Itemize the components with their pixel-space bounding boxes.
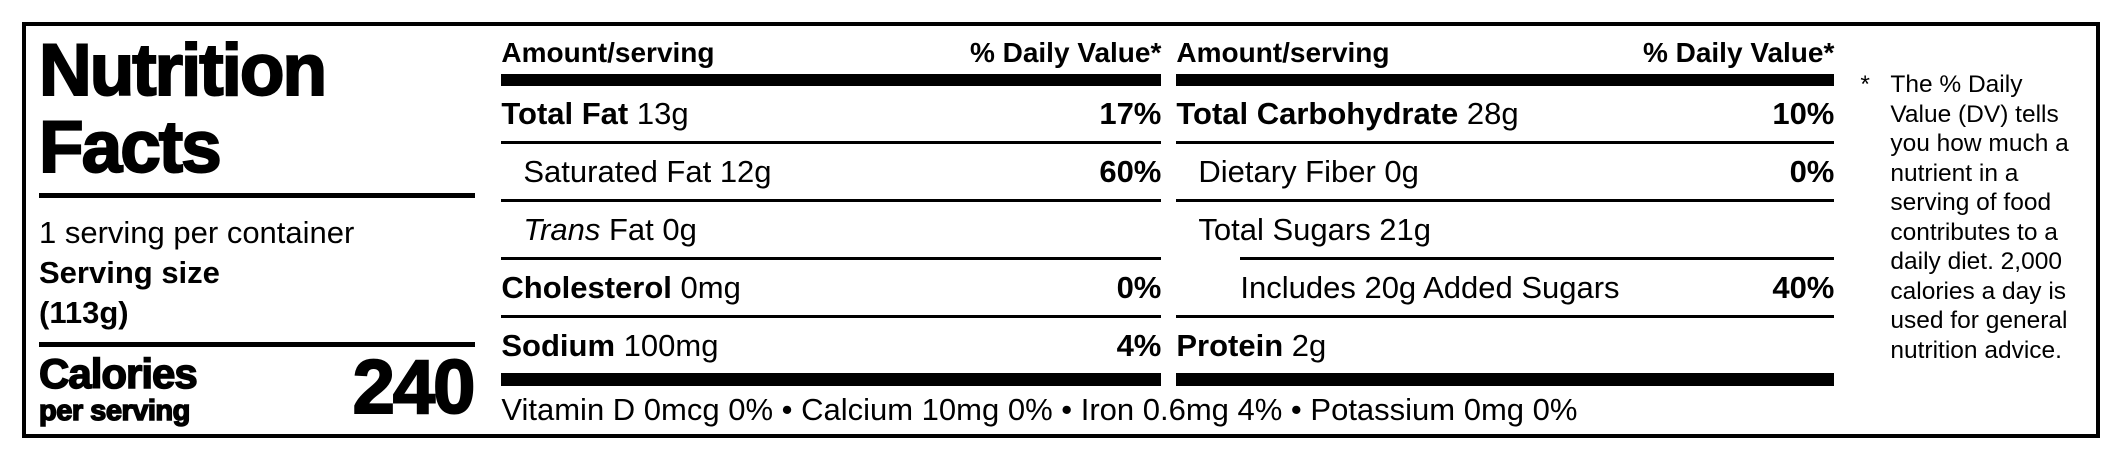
daily-value: 60% <box>1099 153 1162 189</box>
calories-row: Calories per serving 240 <box>38 345 477 430</box>
row-protein: Protein 2g <box>1176 327 1327 363</box>
row-trans-fat: Trans Fat 0g <box>523 211 697 247</box>
divider <box>1176 199 1835 202</box>
daily-value-header: % Daily Value* <box>1642 37 1835 68</box>
column-header: Amount/serving % Daily Value* <box>1176 26 1834 74</box>
nutrient-columns: Amount/serving % Daily Value* Total Fat … <box>501 26 1835 434</box>
divider <box>501 199 1162 202</box>
row-total-fat: Total Fat 13g 17% <box>501 95 1162 131</box>
divider <box>501 315 1162 318</box>
daily-value: 0% <box>1116 269 1162 305</box>
daily-value: 0% <box>1789 153 1835 189</box>
servings-per-container: 1 serving per container <box>39 215 355 250</box>
nutrient-column-left: Amount/serving % Daily Value* Total Fat … <box>501 26 1162 386</box>
daily-value: 10% <box>1772 95 1835 131</box>
calories-value: 240 <box>352 345 477 430</box>
label-title: Nutrition Facts <box>38 30 475 188</box>
daily-value: 40% <box>1772 269 1835 305</box>
divider-thick <box>501 373 1162 386</box>
nutrient-columns-row: Amount/serving % Daily Value* Total Fat … <box>501 26 1835 386</box>
calories-label: Calories <box>38 350 198 397</box>
row-total-sugars: Total Sugars 21g <box>1198 211 1432 247</box>
row-saturated-fat: Saturated Fat 12g 60% <box>523 153 1162 189</box>
row-total-carbohydrate: Total Carbohydrate 28g 10% <box>1176 95 1835 131</box>
divider <box>39 342 476 347</box>
daily-value-header: % Daily Value* <box>969 37 1162 68</box>
nutrition-facts-label: Nutrition Facts 1 serving per container … <box>22 22 2100 438</box>
row-dietary-fiber: Dietary Fiber 0g 0% <box>1198 153 1835 189</box>
nutrient-column-right: Amount/serving % Daily Value* Total Carb… <box>1176 26 1835 386</box>
divider <box>1176 315 1835 318</box>
divider-thick <box>1176 74 1835 86</box>
divider-thick <box>501 74 1162 86</box>
label-title-line2: Facts <box>38 107 223 188</box>
serving-size-value: (113g) <box>39 295 129 330</box>
divider <box>501 257 1162 260</box>
row-cholesterol: Cholesterol 0mg 0% <box>501 269 1162 305</box>
divider <box>501 141 1162 144</box>
serving-info: 1 serving per container Serving size (11… <box>39 213 475 333</box>
footnote-asterisk: * <box>1860 71 1870 98</box>
label-left-panel: Nutrition Facts 1 serving per container … <box>26 26 477 434</box>
micronutrients-line: Vitamin D 0mcg 0% • Calcium 10mg 0% • Ir… <box>501 392 1578 427</box>
divider <box>39 193 476 198</box>
daily-value: 4% <box>1116 327 1162 363</box>
serving-size-label: Serving size <box>39 255 220 290</box>
divider-thick <box>1176 373 1835 386</box>
calories-sublabel: per serving <box>38 395 191 427</box>
daily-value-footnote: * The % Daily Value (DV) tells you how mu… <box>1834 26 2096 434</box>
row-sodium: Sodium 100mg 4% <box>501 327 1162 363</box>
amount-per-serving-header: Amount/serving <box>1176 37 1390 68</box>
label-title-line1: Nutrition <box>38 30 328 111</box>
column-header: Amount/serving % Daily Value* <box>501 26 1161 74</box>
amount-per-serving-header: Amount/serving <box>501 37 715 68</box>
calories-words: Calories per serving <box>38 350 198 427</box>
divider-inset <box>1240 257 1835 260</box>
row-added-sugars: Includes 20g Added Sugars 40% <box>1240 269 1835 305</box>
daily-value: 17% <box>1099 95 1162 131</box>
divider <box>1176 141 1835 144</box>
footnote-text: The % Daily Value (DV) tells you how muc… <box>1890 71 2069 364</box>
